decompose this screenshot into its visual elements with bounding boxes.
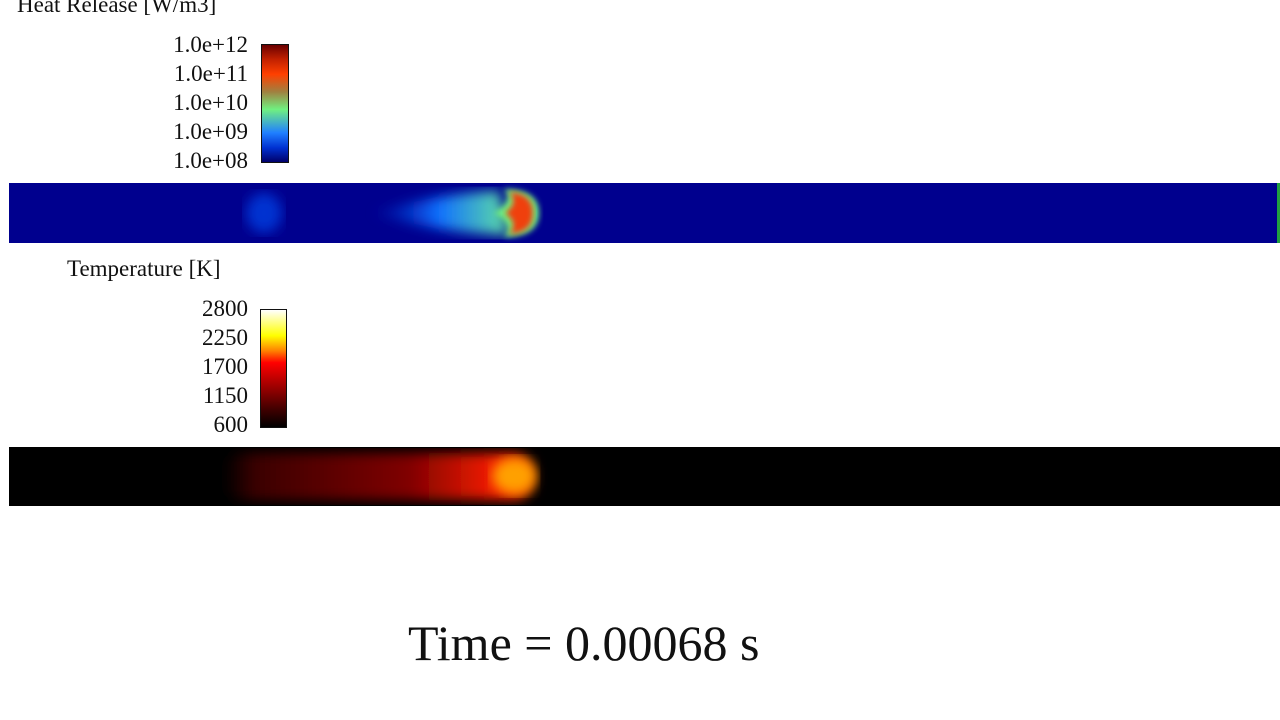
heat-release-title: Heat Release [W/m3] — [17, 0, 217, 17]
tick-label: 1.0e+09 — [173, 119, 248, 144]
flame-front-core — [505, 192, 533, 234]
tick-label: 1700 — [202, 354, 248, 379]
heat-release-ticks: 1.0e+12 1.0e+11 1.0e+10 1.0e+09 1.0e+08 — [128, 30, 248, 175]
tick-label: 2800 — [202, 296, 248, 321]
tick-label: 2250 — [202, 325, 248, 350]
temperature-title: Temperature [K] — [67, 256, 221, 281]
flame-hot-spot — [492, 458, 536, 494]
tick-label: 1.0e+08 — [173, 148, 248, 173]
flame-tail — [369, 191, 509, 235]
tick-label: 1.0e+11 — [173, 61, 248, 86]
temperature-ticks: 2800 2250 1700 1150 600 — [128, 294, 248, 439]
heat-release-colorbar — [261, 44, 289, 163]
outlet-boundary — [1277, 183, 1280, 243]
tick-label: 1150 — [202, 383, 248, 408]
ignition-kernel — [246, 193, 282, 233]
tick-label: 1.0e+12 — [173, 32, 248, 57]
hot-gas-region — [224, 453, 534, 500]
temperature-colorbar — [260, 309, 287, 428]
tick-label: 1.0e+10 — [173, 90, 248, 115]
time-label: Time = 0.00068 s — [408, 615, 760, 671]
temperature-field — [9, 447, 1280, 506]
tick-label: 600 — [213, 412, 249, 437]
channel-background — [9, 183, 1280, 243]
channel-background — [9, 447, 1280, 506]
heat-release-field — [9, 183, 1280, 243]
